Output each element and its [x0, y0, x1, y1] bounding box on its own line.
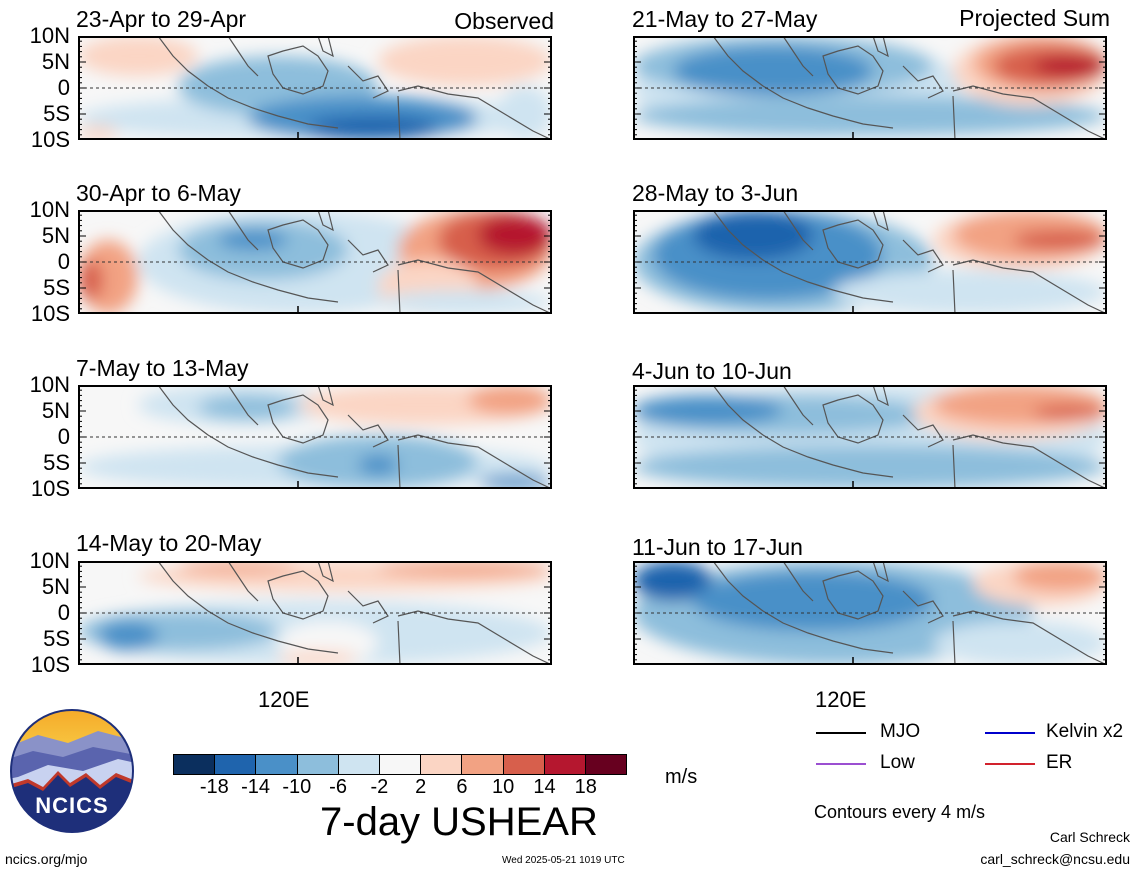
colorbar: [173, 754, 627, 775]
colorbar-tick-label: 18: [574, 776, 597, 798]
y-tick-5n: 5N: [41, 223, 70, 248]
y-tick-10s: 10S: [30, 301, 70, 326]
colorbar-cell: [256, 755, 298, 774]
y-tick-10s: 10S: [30, 127, 70, 152]
colorbar-tick-label: -14: [241, 776, 270, 798]
colorbar-tick-label: -18: [199, 776, 229, 798]
map-panel-7: [633, 385, 1107, 489]
colorbar-tick-label: 14: [533, 776, 556, 798]
panel-title-4: 14-May to 20-May: [76, 530, 262, 556]
x-tick-120e-left: 120E: [258, 687, 310, 712]
panel-title-3: 7-May to 13-May: [76, 355, 249, 381]
y-tick-5s: 5S: [43, 101, 70, 126]
projected-sum-label: Projected Sum: [959, 5, 1110, 31]
colorbar-tick-label: -2: [370, 776, 389, 798]
legend-er-line: [985, 763, 1035, 765]
colorbar-cell: [503, 755, 545, 774]
observed-label: Observed: [454, 8, 554, 34]
colorbar-cell: [297, 755, 339, 774]
x-tick-120e-right: 120E: [815, 687, 867, 712]
panel-title-5: 21-May to 27-May: [632, 6, 818, 32]
legend-kelvin-label: Kelvin x2: [1046, 721, 1124, 742]
colorbar-title: 7-day USHEAR: [320, 800, 598, 844]
y-tick-0: 0: [57, 249, 70, 274]
ncics-logo: NCICS: [8, 707, 136, 835]
y-tick-10n: 10N: [29, 23, 70, 48]
panel-title-7: 4-Jun to 10-Jun: [632, 358, 792, 384]
colorbar-cell: [544, 755, 586, 774]
colorbar-unit: m/s: [665, 766, 698, 788]
legend-low-line: [816, 763, 866, 765]
y-tick-5s: 5S: [43, 275, 70, 300]
y-tick-10s: 10S: [30, 476, 70, 501]
ncics-logo-text: NCICS: [35, 793, 109, 818]
panel-title-1: 23-Apr to 29-Apr: [76, 6, 247, 32]
colorbar-tick-label: -10: [282, 776, 312, 798]
contours-note: Contours every 4 m/s: [814, 802, 986, 822]
colorbar-cell: [462, 755, 504, 774]
y-tick-0: 0: [57, 424, 70, 449]
colorbar-cell: [379, 755, 422, 774]
colorbar-tick-label: 6: [456, 776, 468, 798]
y-tick-5n: 5N: [41, 398, 70, 423]
panel-title-2: 30-Apr to 6-May: [76, 180, 241, 206]
y-tick-5n: 5N: [41, 49, 70, 74]
footer-author: Carl Schreck: [1049, 829, 1130, 845]
y-tick-0: 0: [57, 75, 70, 100]
y-tick-10s: 10S: [30, 652, 70, 677]
y-tick-5s: 5S: [43, 450, 70, 475]
legend-low-label: Low: [880, 752, 915, 773]
colorbar-cell: [174, 755, 216, 774]
y-tick-10n: 10N: [29, 197, 70, 222]
colorbar-cells: [173, 754, 627, 775]
map-panel-4: [78, 561, 552, 665]
map-panel-3: [78, 385, 552, 489]
y-tick-0: 0: [57, 600, 70, 625]
map-panel-1: [78, 36, 552, 140]
map-panel-2: [78, 210, 552, 314]
colorbar-cell: [338, 755, 380, 774]
colorbar-cell: [585, 755, 627, 774]
y-tick-5s: 5S: [43, 626, 70, 651]
colorbar-tick-label: -6: [329, 776, 347, 798]
footer-email: carl_schreck@ncsu.edu: [980, 851, 1130, 867]
colorbar-cell: [421, 755, 463, 774]
legend-er-label: ER: [1046, 752, 1073, 773]
map-panel-8: [633, 561, 1107, 665]
y-tick-10n: 10N: [29, 548, 70, 573]
panel-title-6: 28-May to 3-Jun: [632, 180, 799, 206]
colorbar-tick-label: 2: [415, 776, 427, 798]
map-panel-5: [633, 36, 1107, 140]
footer-url: ncics.org/mjo: [5, 851, 88, 867]
footer-timestamp: Wed 2025-05-21 1019 UTC: [502, 855, 625, 866]
y-tick-10n: 10N: [29, 372, 70, 397]
legend-kelvin-line: [985, 732, 1035, 734]
panel-title-8: 11-Jun to 17-Jun: [632, 534, 803, 560]
legend-mjo-label: MJO: [880, 721, 921, 742]
colorbar-tick-label: 10: [492, 776, 515, 798]
legend-mjo-line: [816, 732, 866, 734]
y-tick-5n: 5N: [41, 574, 70, 599]
map-panel-6: [633, 210, 1107, 314]
colorbar-cell: [215, 755, 257, 774]
